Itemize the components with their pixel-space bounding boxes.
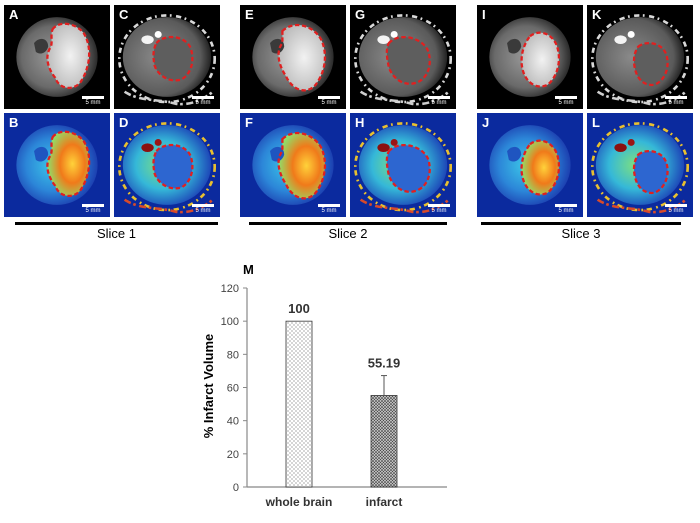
data-label: 100 <box>288 301 310 316</box>
brain-image <box>16 17 98 97</box>
scale-label: 5 mm <box>85 208 101 214</box>
y-tick-label: 60 <box>227 383 239 395</box>
lesion-outline <box>520 31 560 88</box>
mri-panel-g: G 5 mm <box>350 5 456 109</box>
scale-bar: 5 mm <box>428 96 450 106</box>
scale-label: 5 mm <box>85 100 101 106</box>
category-label: whole brain <box>265 495 333 509</box>
lesion-outline <box>152 143 194 190</box>
mri-panel-k: K 5 mm <box>587 5 693 109</box>
scale-bar: 5 mm <box>82 204 104 214</box>
brain-image <box>252 125 334 205</box>
y-axis-label: % Infarct Volume <box>201 334 216 439</box>
slice-3-label: Slice 3 <box>561 226 601 241</box>
mri-panel-e: E 5 mm <box>240 5 346 109</box>
lesion-outline <box>277 131 327 200</box>
scale-label: 5 mm <box>431 100 447 106</box>
y-tick-label: 80 <box>227 349 239 361</box>
panel-label: F <box>245 115 253 130</box>
scale-label: 5 mm <box>195 100 211 106</box>
brain-image <box>252 17 334 97</box>
panel-label: K <box>592 7 602 22</box>
y-tick-label: 100 <box>221 316 239 328</box>
lesion-outline <box>385 35 431 85</box>
mri-panel-b: B 5 mm <box>4 113 110 217</box>
mri-panel-d: D 5 mm <box>114 113 220 217</box>
lesion-outline <box>152 35 194 82</box>
brain-image <box>489 17 571 97</box>
scale-bar: 5 mm <box>318 96 340 106</box>
panel-label: L <box>592 115 600 130</box>
scale-bar: 5 mm <box>555 96 577 106</box>
y-tick-label: 120 <box>221 283 239 295</box>
scale-label: 5 mm <box>668 208 684 214</box>
panel-label: E <box>245 7 254 22</box>
slice-3-bar <box>481 222 681 225</box>
slice-1-bar <box>15 222 218 225</box>
scale-label: 5 mm <box>431 208 447 214</box>
category-label: infarct <box>366 495 403 509</box>
chart-panel-label: M <box>243 262 254 277</box>
panel-label: A <box>9 7 19 22</box>
scale-label: 5 mm <box>321 208 337 214</box>
data-label: 55.19 <box>368 356 401 371</box>
scale-label: 5 mm <box>668 100 684 106</box>
scale-bar: 5 mm <box>665 96 687 106</box>
scale-label: 5 mm <box>195 208 211 214</box>
slice-2-label: Slice 2 <box>328 226 368 241</box>
brain-image <box>353 122 453 214</box>
lesion-outline <box>277 23 327 92</box>
lesion-outline <box>632 149 669 195</box>
scale-label: 5 mm <box>321 100 337 106</box>
mri-panel-f: F 5 mm <box>240 113 346 217</box>
y-tick-label: 0 <box>233 482 239 494</box>
mri-panel-l: L 5 mm <box>587 113 693 217</box>
brain-image <box>117 122 217 214</box>
slice-1-label: Slice 1 <box>96 226 137 241</box>
panel-label: B <box>9 115 19 130</box>
lesion-outline <box>46 130 91 198</box>
panel-label: D <box>119 115 129 130</box>
scale-bar: 5 mm <box>665 204 687 214</box>
slice-2-bar <box>249 222 447 225</box>
scale-bar: 5 mm <box>318 204 340 214</box>
scale-bar: 5 mm <box>428 204 450 214</box>
brain-image <box>353 14 453 106</box>
scale-bar: 5 mm <box>82 96 104 106</box>
y-ticks: 0 20 40 60 80 100 120 <box>221 283 247 494</box>
panel-label: G <box>355 7 366 22</box>
brain-image <box>489 125 571 205</box>
panel-label: J <box>482 115 490 130</box>
panel-label: C <box>119 7 129 22</box>
y-tick-label: 20 <box>227 449 239 461</box>
lesion-outline <box>520 139 560 196</box>
mri-panel-c: C 5 mm <box>114 5 220 109</box>
mri-panel-h: H 5 mm <box>350 113 456 217</box>
y-tick-label: 40 <box>227 416 239 428</box>
chart-axes <box>246 288 447 488</box>
mri-panel-j: J 5 mm <box>477 113 583 217</box>
scale-bar: 5 mm <box>192 96 214 106</box>
scale-label: 5 mm <box>558 208 574 214</box>
bar-labels: 100 whole brain 55.19 infarct <box>265 301 403 509</box>
mri-panel-i: I 5 mm <box>477 5 583 109</box>
bar-infarct <box>370 395 398 488</box>
panel-label: H <box>355 115 365 130</box>
bar-whole-brain <box>285 320 313 488</box>
infarct-volume-chart: M % Infarct Volume 0 20 40 60 80 100 120 100 wh… <box>201 262 447 509</box>
scale-bar: 5 mm <box>192 204 214 214</box>
brain-image <box>590 122 690 214</box>
lesion-outline <box>385 143 431 193</box>
scale-bar: 5 mm <box>555 204 577 214</box>
brain-image <box>117 14 217 106</box>
bars <box>285 320 398 488</box>
panel-label: I <box>482 7 486 22</box>
lesion-outline <box>632 41 669 87</box>
mri-panel-a: A 5 mm <box>4 5 110 109</box>
lesion-outline <box>46 22 91 90</box>
brain-image <box>590 14 690 106</box>
brain-image <box>16 125 98 205</box>
scale-label: 5 mm <box>558 100 574 106</box>
